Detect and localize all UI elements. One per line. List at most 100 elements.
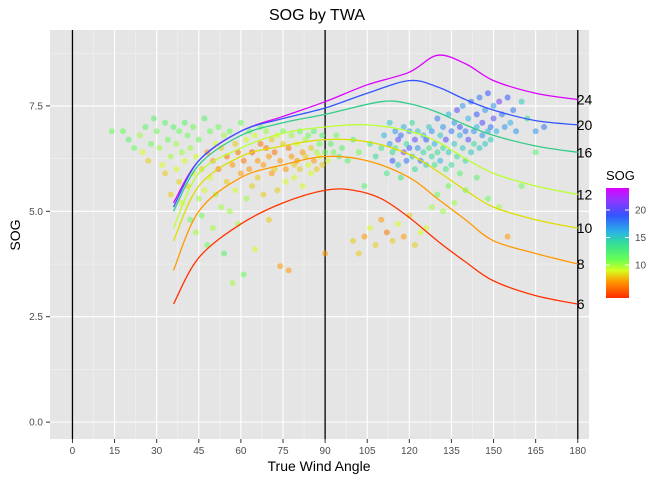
- x-axis: 0 15 30 45 60 75 90 105 120 135 150 165 180: [70, 439, 587, 457]
- scatter-point: [431, 140, 438, 147]
- scatter-point: [479, 132, 486, 139]
- scatter-point: [414, 145, 421, 152]
- scatter-point: [493, 128, 500, 135]
- scatter-point: [195, 136, 202, 143]
- scatter-point: [243, 136, 250, 143]
- scatter-point: [190, 123, 197, 130]
- scatter-point: [296, 128, 303, 135]
- legend-ticks: 10 15 20: [606, 206, 647, 272]
- scatter-point: [411, 136, 418, 143]
- scatter-point: [229, 161, 236, 168]
- scatter-point: [249, 183, 256, 190]
- scatter-point: [355, 149, 362, 156]
- curve-label-12: 12: [577, 186, 593, 202]
- scatter-point: [487, 123, 494, 130]
- scatter-point: [411, 242, 418, 249]
- scatter-point: [268, 170, 275, 177]
- scatter-point: [302, 153, 309, 160]
- polar-curve-10: [172, 138, 578, 242]
- scatter-point: [434, 149, 441, 156]
- scatter-point: [254, 174, 261, 181]
- scatter-point: [322, 250, 329, 257]
- x-tick-label: 165: [527, 446, 544, 457]
- scatter-point: [395, 136, 402, 143]
- scatter-point: [308, 145, 315, 152]
- scatter-point: [397, 174, 404, 181]
- polar-curve-6: [172, 188, 578, 305]
- scatter-point: [159, 161, 166, 168]
- scatter-point: [187, 145, 194, 152]
- scatter-point: [204, 242, 211, 249]
- scatter-point: [251, 246, 258, 253]
- scatter-point: [254, 157, 261, 164]
- scatter-point: [448, 128, 455, 135]
- legend-label: 15: [635, 233, 647, 244]
- scatter-point: [504, 233, 511, 240]
- scatter-point: [513, 128, 520, 135]
- scatter-point: [350, 237, 357, 244]
- curve-label-16: 16: [577, 144, 593, 160]
- scatter-point: [476, 145, 483, 152]
- plot-panel: [50, 30, 589, 439]
- scatter-point: [268, 136, 275, 143]
- scatter-point: [243, 195, 250, 202]
- scatter-point: [428, 204, 435, 211]
- scatter-point: [178, 149, 185, 156]
- y-axis: 0.0 2.5 5.0 7.5: [29, 101, 50, 429]
- y-tick-label: 7.5: [29, 101, 43, 112]
- scatter-point: [490, 102, 497, 109]
- scatter-point: [195, 195, 202, 202]
- scatter-point: [136, 132, 143, 139]
- scatter-point: [389, 157, 396, 164]
- scatter-point: [119, 128, 126, 135]
- scatter-point: [372, 242, 379, 249]
- scatter-point: [218, 204, 225, 211]
- scatter-point: [423, 136, 430, 143]
- scatter-point: [319, 132, 326, 139]
- scatter-point: [425, 145, 432, 152]
- scatter-point: [305, 161, 312, 168]
- y-tick-label: 2.5: [29, 312, 43, 323]
- legend-label: 10: [635, 261, 647, 272]
- scatter-point: [313, 149, 320, 156]
- scatter-point: [226, 128, 233, 135]
- scatter-point: [167, 191, 174, 198]
- x-tick-label: 15: [109, 446, 121, 457]
- scatter-point: [198, 166, 205, 173]
- scatter-point: [232, 140, 239, 147]
- scatter-point: [465, 136, 472, 143]
- scatter-point: [170, 123, 177, 130]
- scatter-point: [277, 157, 284, 164]
- scatter-point: [395, 161, 402, 168]
- scatter-point: [378, 216, 385, 223]
- scatter-point: [296, 166, 303, 173]
- scatter-point: [479, 119, 486, 126]
- scatter-point: [265, 153, 272, 160]
- scatter-point: [299, 183, 306, 190]
- scatter-point: [459, 145, 466, 152]
- scatter-point: [400, 233, 407, 240]
- scatter-point: [313, 166, 320, 173]
- y-axis-title: SOG: [7, 219, 23, 250]
- scatter-point: [434, 115, 441, 122]
- scatter-point: [451, 119, 458, 126]
- scatter-point: [223, 178, 230, 185]
- scatter-point: [484, 90, 491, 97]
- scatter-point: [355, 250, 362, 257]
- scatter-point: [288, 132, 295, 139]
- scatter-point: [299, 149, 306, 156]
- scatter-point: [428, 128, 435, 135]
- scatter-point: [440, 208, 447, 215]
- scatter-point: [192, 153, 199, 160]
- scatter-point: [162, 119, 169, 126]
- scatter-point: [395, 220, 402, 227]
- scatter-point: [437, 157, 444, 164]
- x-tick-label: 180: [569, 446, 586, 457]
- scatter-point: [501, 123, 508, 130]
- curve-labels: 24 20 16 12 10 8 6: [577, 92, 593, 313]
- scatter-point: [411, 166, 418, 173]
- scatter-point: [361, 233, 368, 240]
- x-axis-title: True Wind Angle: [268, 458, 371, 474]
- scatter-point: [209, 225, 216, 232]
